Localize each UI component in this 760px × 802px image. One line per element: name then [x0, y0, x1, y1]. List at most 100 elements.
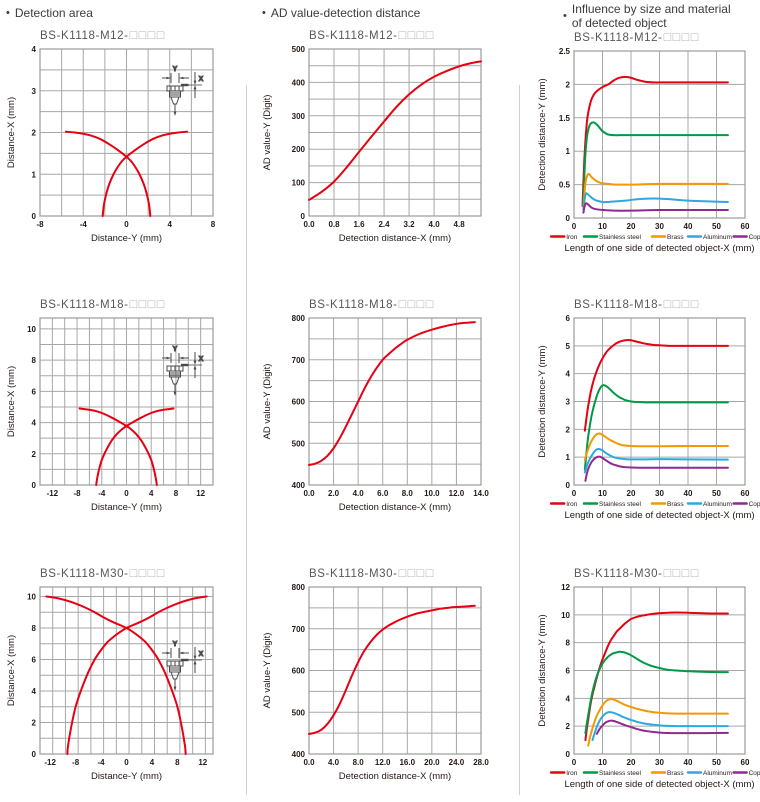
y-tick-label: 2	[566, 722, 571, 731]
chart-m18-influence: 0 10 20 30 40 50 60 0 1 2 3 4 5 6 Detection distance-Y…	[537, 314, 760, 521]
plot-border	[39, 586, 214, 755]
y-tick-label: 400	[292, 481, 306, 490]
x-axis-label: Detection distance-X (mm)	[339, 502, 451, 513]
y-tick-label: 5	[566, 342, 571, 351]
legend-item-stainless-steel: Stainless steel	[582, 770, 641, 777]
legend-label: Iron	[566, 770, 578, 777]
y-axis-label: AD value-Y (Digit)	[262, 633, 273, 709]
bullet-icon: •	[262, 7, 266, 19]
y-tick-label: 2	[566, 425, 571, 434]
x-tick-label: 20.0	[424, 758, 440, 767]
x-tick-label: 40	[684, 758, 693, 767]
x-tick-label: 10	[598, 222, 607, 231]
model-suffix-boxes: □□□□	[663, 297, 700, 311]
x-tick-label: 8.0	[402, 489, 414, 498]
chart-cell-m30-ad-value: BS-K1118-M30-□□□□ 0.0 4.0 8.0 12.0 16.0 20.0 2…	[253, 566, 501, 784]
legend-label: Aluminum	[703, 770, 732, 777]
model-suffix-boxes: □□□□	[129, 566, 166, 580]
legend-label: Brass	[667, 234, 684, 241]
x-tick-label: 40	[684, 222, 693, 231]
series-copper	[595, 719, 729, 735]
legend-label: Aluminum	[703, 234, 732, 241]
y-tick-label: 8	[32, 356, 37, 365]
model-suffix-boxes: □□□□	[129, 297, 166, 311]
icon-x-label: X	[199, 76, 204, 83]
series-detection-boundary-right	[95, 407, 175, 486]
x-tick-label: 50	[712, 758, 721, 767]
y-tick-label: 700	[292, 625, 306, 634]
y-tick-label: 500	[292, 708, 306, 717]
chart-cell-m18-influence: BS-K1118-M18-□□□□ 0 10 20 30 40 50 60 0 1 2 3 4 5 6 De…	[519, 297, 760, 527]
legend-item-brass: Brass	[650, 770, 684, 777]
y-tick-label: 1	[566, 453, 571, 462]
y-axis-label: Detection distance-Y (mm)	[537, 345, 548, 457]
y-tick-label: 6	[566, 667, 571, 676]
x-tick-label: 0.0	[303, 489, 315, 498]
legend-item-iron: Iron	[549, 234, 578, 241]
x-axis-label: Length of one side of detected object-X …	[564, 243, 754, 254]
y-tick-label: 2	[32, 450, 37, 459]
x-tick-label: 12	[196, 489, 205, 498]
y-tick-label: 600	[292, 398, 306, 407]
plot-border	[308, 586, 482, 755]
y-tick-label: 1.5	[559, 114, 571, 123]
legend-label: Copper	[749, 770, 760, 777]
column-divider	[519, 85, 520, 795]
x-tick-label: 10	[598, 489, 607, 498]
x-tick-label: 0.0	[303, 758, 315, 767]
y-tick-label: 8	[32, 624, 37, 633]
x-tick-label: 12	[198, 758, 207, 767]
x-tick-label: 0	[572, 489, 577, 498]
model-suffix-boxes: □□□□	[398, 28, 435, 42]
x-tick-label: 4.0	[328, 758, 340, 767]
legend-label: Copper	[749, 234, 760, 241]
x-tick-label: 0	[572, 222, 577, 231]
series-detection-boundary-right	[101, 130, 189, 217]
x-tick-label: 10	[598, 758, 607, 767]
plot-border	[39, 317, 214, 486]
x-tick-label: 0.8	[328, 220, 340, 229]
x-tick-label: 12.0	[375, 758, 391, 767]
legend-label: Aluminum	[703, 501, 732, 508]
x-tick-label: -8	[72, 758, 80, 767]
series-stainless-steel	[582, 121, 729, 206]
x-tick-label: 2.0	[328, 489, 340, 498]
x-tick-label: 8.0	[353, 758, 365, 767]
series-stainless-steel	[583, 384, 729, 471]
series-iron	[583, 338, 729, 432]
chart-cell-m12-detection-area: BS-K1118-M12-□□□□ -8 -4 0 4 8 0 1 2 3 4 Distance-X…	[2, 28, 248, 246]
y-tick-label: 4	[32, 45, 37, 54]
chart-title: BS-K1118-M12-□□□□	[574, 30, 700, 44]
y-tick-label: 10	[27, 325, 36, 334]
x-axis-label: Detection distance-X (mm)	[339, 233, 451, 244]
y-axis-label: Detection distance-Y (mm)	[537, 614, 548, 726]
y-tick-label: 500	[292, 439, 306, 448]
plot-border	[573, 586, 746, 755]
x-tick-label: 0	[124, 758, 129, 767]
model-suffix-boxes: □□□□	[663, 30, 700, 44]
grid	[308, 317, 482, 486]
y-tick-label: 12	[561, 583, 570, 592]
y-tick-label: 6	[32, 387, 37, 396]
x-tick-label: 6.0	[377, 489, 389, 498]
legend-item-aluminum: Aluminum	[686, 501, 732, 508]
plot-border	[308, 317, 482, 486]
icon-y-label: Y	[173, 66, 178, 73]
x-tick-label: 24.0	[449, 758, 465, 767]
chart-title: BS-K1118-M18-□□□□	[574, 297, 700, 311]
legend-label: Copper	[749, 501, 760, 508]
y-tick-label: 1	[566, 147, 571, 156]
x-tick-label: 0	[124, 489, 129, 498]
plot-border	[308, 48, 482, 217]
y-tick-label: 8	[566, 639, 571, 648]
x-tick-label: -12	[44, 758, 56, 767]
y-axis-label: Distance-X (mm)	[6, 635, 17, 706]
legend-item-aluminum: Aluminum	[686, 234, 732, 241]
x-tick-label: 8	[211, 220, 216, 229]
x-tick-label: 20	[627, 489, 636, 498]
x-tick-label: 30	[655, 758, 664, 767]
series-ad-curve	[308, 321, 476, 466]
chart-title: BS-K1118-M30-□□□□	[309, 566, 435, 580]
plot-border	[39, 48, 214, 217]
